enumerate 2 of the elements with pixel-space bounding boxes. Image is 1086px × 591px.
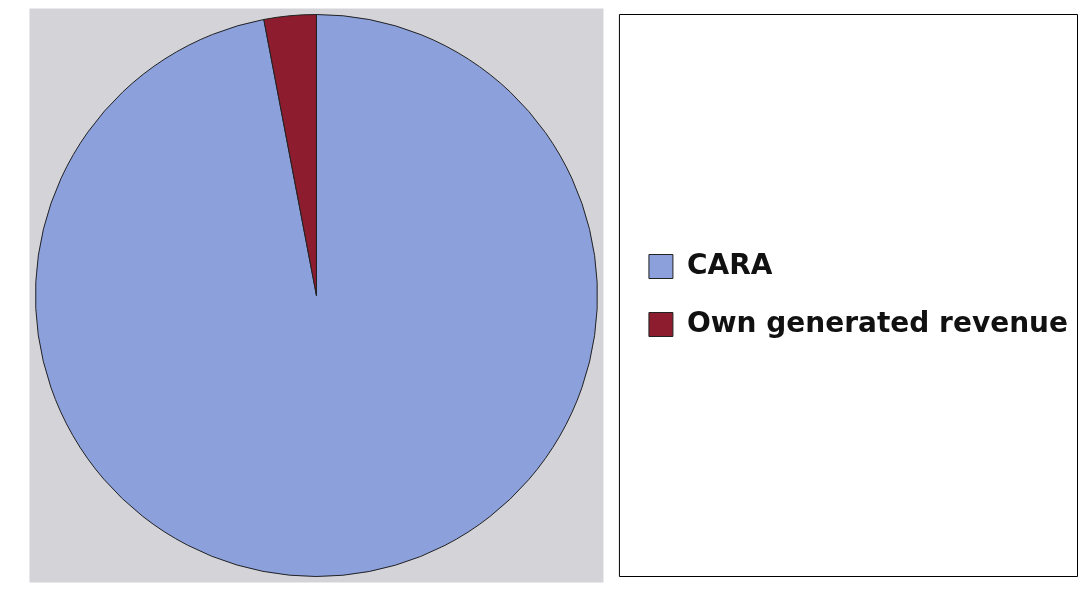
legend-label: CARA <box>686 247 773 281</box>
legend-label: Own generated revenue <box>686 305 1068 339</box>
